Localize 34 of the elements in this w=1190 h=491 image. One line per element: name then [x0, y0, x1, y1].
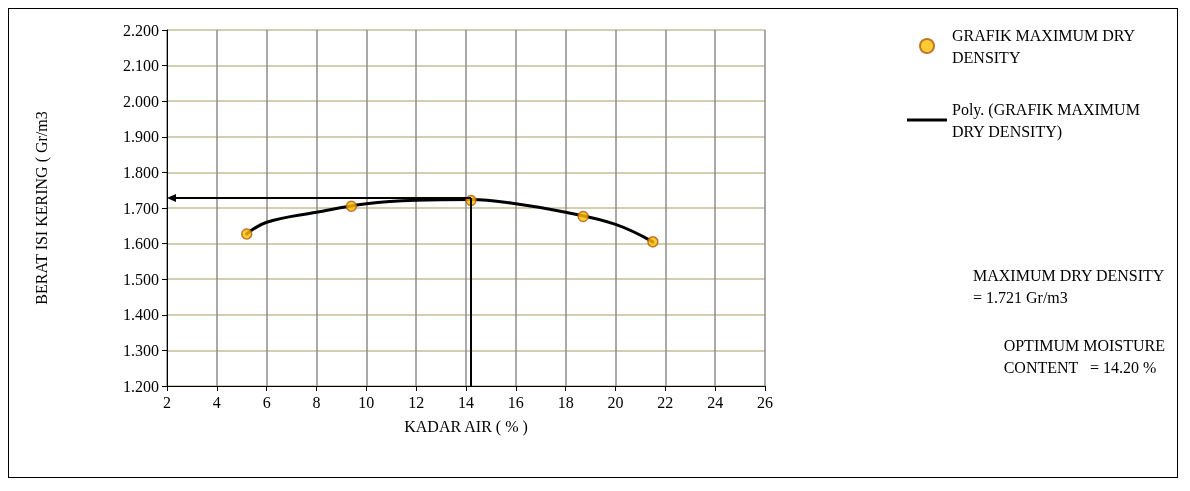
y-tick-label: 1.300 — [123, 341, 159, 359]
x-tick-label: 16 — [507, 393, 524, 411]
y-tick-label: 1.600 — [123, 235, 159, 253]
point — [647, 236, 659, 248]
point — [345, 200, 358, 212]
y-tick-label: 2.100 — [123, 57, 159, 75]
x-tick-label: 2 — [163, 393, 171, 411]
x-tick-label: 6 — [262, 393, 271, 411]
x-tick-label: 20 — [607, 393, 624, 411]
x-tick-label: 26 — [757, 393, 773, 411]
x-tick-label: 4 — [212, 393, 221, 411]
y-tick-label: 1.400 — [123, 306, 159, 324]
x-tick-label: 14 — [458, 393, 474, 411]
x-tick-label: 12 — [408, 393, 425, 411]
y-tick-label: 1.700 — [123, 199, 159, 217]
point — [577, 210, 589, 223]
legend-label: GRAFIK MAXIMUM DRY DENSITY — [952, 26, 1139, 66]
x-tick-label: 24 — [707, 393, 724, 411]
x-tick-label: 22 — [657, 393, 674, 411]
x-axis-title: KADAR AIR ( % ) — [404, 417, 528, 436]
legend-label: Poly. (GRAFIK MAXIMUM DRY DENSITY) — [952, 100, 1144, 141]
text: MAXIMUM DRY DENSITY = 1.721 Gr/m3 — [972, 266, 1165, 306]
x-tick-label: 10 — [358, 393, 375, 411]
y-axis-title: BERAT ISI KERING ( Gr/m3 — [32, 111, 51, 305]
point — [240, 228, 253, 240]
x-tick-label: 18 — [557, 393, 574, 411]
y-tick-label: 1.900 — [123, 128, 159, 146]
y-tick-label: 1.800 — [123, 163, 159, 181]
y-tick-label: 1.500 — [123, 270, 159, 288]
text: OPTIMUM MOISTURE CONTENT = 14.20 % — [1003, 336, 1165, 376]
y-tick-label: 2.200 — [123, 21, 159, 39]
y-tick-label: 1.200 — [123, 377, 159, 395]
x-tick-label: 8 — [312, 393, 321, 411]
y-tick-label: 2.000 — [123, 92, 159, 110]
